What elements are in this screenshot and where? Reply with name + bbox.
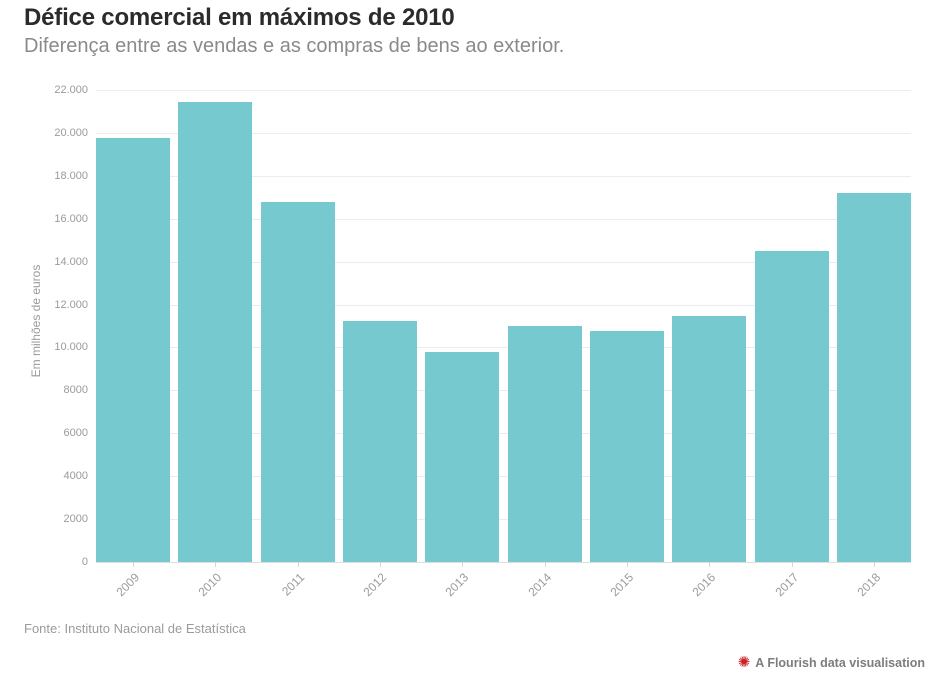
source-note: Fonte: Instituto Nacional de Estatística (24, 621, 246, 636)
y-tick-label: 22.000 (54, 84, 88, 96)
gridline (96, 219, 911, 220)
x-tick-mark (874, 562, 875, 567)
gridline (96, 90, 911, 91)
gridline (96, 176, 911, 177)
chart-title: Défice comercial em máximos de 2010 (24, 4, 455, 31)
chart-subtitle: Diferença entre as vendas e as compras d… (24, 35, 565, 57)
bar-2014[interactable] (508, 326, 582, 562)
y-tick-label: 10.000 (54, 341, 88, 353)
gridline (96, 476, 911, 477)
gridline (96, 133, 911, 134)
x-tick-mark (380, 562, 381, 567)
y-tick-label: 0 (81, 556, 88, 568)
gridline (96, 390, 911, 391)
y-tick-label: 14.000 (54, 256, 88, 268)
x-tick-mark (462, 562, 463, 567)
flourish-credit-link[interactable]: ✺ A Flourish data visualisation (738, 655, 925, 670)
x-tick-label: 2013 (442, 570, 472, 600)
bar-2011[interactable] (261, 202, 335, 562)
y-tick-label: 20.000 (54, 127, 88, 139)
x-tick-label: 2015 (607, 570, 637, 600)
x-tick-label: 2018 (854, 570, 884, 600)
x-tick-mark (215, 562, 216, 567)
bar-2017[interactable] (755, 251, 829, 562)
bar-2009[interactable] (96, 138, 170, 562)
x-tick-label: 2012 (360, 570, 390, 600)
bar-2012[interactable] (343, 321, 417, 562)
flourish-credit-label: A Flourish data visualisation (755, 655, 925, 670)
x-tick-mark (133, 562, 134, 567)
bar-2010[interactable] (178, 102, 252, 562)
x-tick-mark (709, 562, 710, 567)
x-tick-label: 2016 (689, 570, 719, 600)
gridline (96, 305, 911, 306)
y-tick-label: 12.000 (54, 299, 88, 311)
flourish-logo-icon: ✺ (737, 654, 751, 671)
y-tick-label: 16.000 (54, 213, 88, 225)
gridline (96, 519, 911, 520)
x-tick-mark (627, 562, 628, 567)
x-tick-label: 2014 (525, 570, 555, 600)
x-tick-label: 2011 (279, 570, 308, 599)
x-tick-mark (298, 562, 299, 567)
gridline (96, 262, 911, 263)
x-tick-label: 2017 (772, 570, 802, 600)
gridline (96, 347, 911, 348)
y-tick-label: 8000 (63, 384, 88, 396)
y-tick-label: 4000 (63, 470, 88, 482)
x-tick-mark (545, 562, 546, 567)
y-tick-label: 2000 (63, 513, 88, 525)
gridline (96, 433, 911, 434)
bar-2015[interactable] (590, 331, 664, 562)
bar-2018[interactable] (837, 193, 911, 562)
y-tick-label: 18.000 (54, 170, 88, 182)
gridline (96, 562, 911, 563)
y-tick-label: 6000 (63, 427, 88, 439)
x-tick-mark (792, 562, 793, 567)
bar-2016[interactable] (672, 316, 746, 562)
bar-2013[interactable] (425, 352, 499, 562)
